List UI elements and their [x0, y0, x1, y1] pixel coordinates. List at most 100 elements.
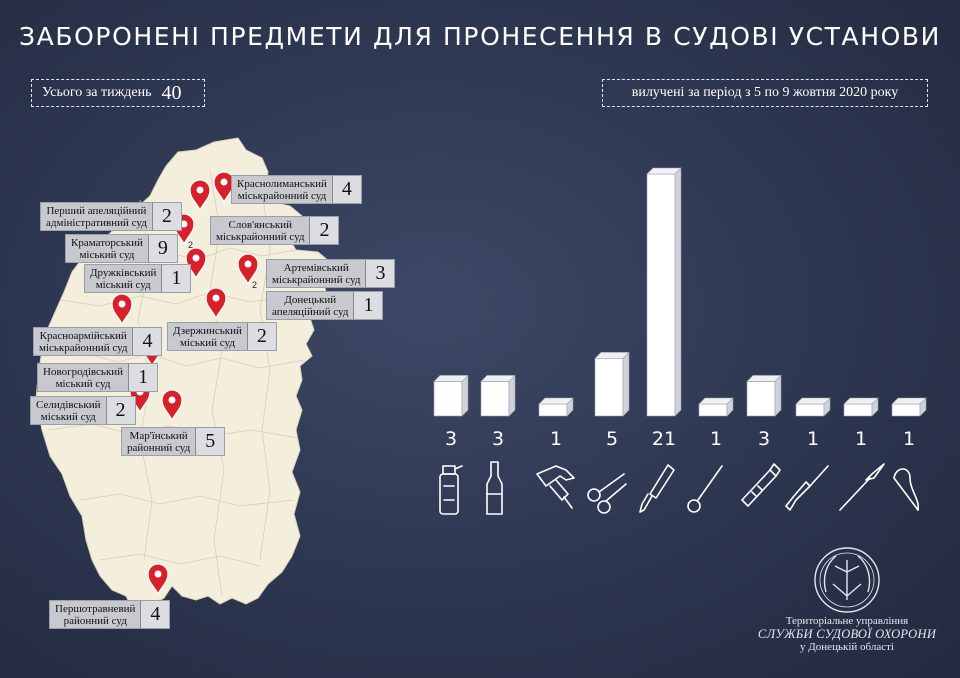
court-name-line2: міський суд [40, 410, 96, 423]
map-pin-icon [161, 389, 183, 422]
hammer-icon [536, 465, 575, 509]
utility-knife-icon [741, 463, 781, 507]
bar [843, 397, 879, 417]
court-label: Краснолиманський міськрайонний суд 4 [231, 175, 362, 204]
map-pin-icon [205, 287, 227, 320]
hook-needle-icon [893, 468, 920, 511]
court-count: 2 [105, 397, 135, 424]
bar [795, 397, 831, 417]
bar-value-label: 1 [709, 428, 723, 450]
court-name: Краматорський міський суд [66, 235, 148, 262]
scalpel-icon [839, 463, 885, 511]
total-value: 40 [161, 81, 182, 104]
court-name: Мар'їнський районний суд [122, 428, 196, 455]
knife-icon [639, 464, 675, 513]
court-name-line1: Донецький [284, 293, 337, 306]
court-name: Новогродівський міський суд [38, 364, 129, 391]
map-pin-icon: 2 [237, 253, 259, 290]
page-title: ЗАБОРОНЕНІ ПРЕДМЕТИ ДЛЯ ПРОНЕСЕННЯ В СУД… [19, 22, 941, 51]
period-box: вилучені за період з 5 по 9 жовтня 2020 … [602, 79, 928, 107]
court-name-line1: Дзержинський [173, 324, 242, 337]
court-count: 1 [353, 292, 383, 319]
awl-icon [687, 465, 723, 513]
court-name-line2: міськрайонний суд [272, 273, 361, 286]
total-box: Усього за тиждень 40 [31, 79, 205, 107]
bar-value-label: 21 [651, 428, 677, 450]
court-count: 2 [309, 217, 339, 244]
court-count: 4 [331, 176, 361, 203]
court-name-line1: Слов'янський [228, 218, 292, 231]
court-name-line1: Дружківський [90, 266, 157, 279]
court-count: 2 [151, 203, 181, 230]
court-label: Красноармійський міськрайонний суд 4 [33, 327, 163, 356]
court-name-line1: Мар'їнський [129, 429, 188, 442]
court-name-line2: міськрайонний суд [216, 230, 305, 243]
court-count: 9 [147, 235, 177, 262]
court-count: 4 [140, 601, 170, 628]
court-name: Дзержинський міський суд [168, 323, 247, 350]
court-label: Мар'їнський районний суд 5 [121, 427, 226, 456]
bar [594, 351, 630, 417]
court-count: 2 [246, 323, 276, 350]
bar-value-label: 3 [757, 428, 771, 450]
bar-value-label: 3 [444, 428, 458, 450]
glass-bottle-icon [486, 461, 503, 515]
court-name-line2: міськрайонний суд [39, 341, 128, 354]
court-name-line1: Артемівський [283, 261, 349, 274]
court-count: 5 [195, 428, 225, 455]
spray-bottle-icon [439, 465, 463, 515]
district-line [59, 291, 297, 307]
emblem-line3: у Донецькій області [800, 641, 894, 653]
court-name-line2: районний суд [127, 441, 191, 454]
district-line [99, 553, 261, 567]
court-name: Красноармійський міськрайонний суд [34, 328, 133, 355]
bar [480, 374, 516, 417]
court-name-line2: міський суд [79, 248, 135, 261]
emblem-icon [814, 547, 880, 613]
court-name-line1: Красноармійський [39, 329, 127, 342]
court-count: 1 [128, 364, 158, 391]
court-name-line1: Краматорський [71, 236, 143, 249]
bar [538, 397, 574, 417]
court-count: 1 [161, 265, 191, 292]
court-name: Перший апеляційний адміністративний суд [41, 203, 152, 230]
bar-value-label: 3 [491, 428, 505, 450]
emblem-line2: СЛУЖБИ СУДОВОЇ ОХОРОНИ [757, 627, 937, 641]
period-text: вилучені за період з 5 по 9 жовтня 2020 … [631, 85, 899, 100]
court-label: Дружківський міський суд 1 [84, 264, 192, 293]
court-label: Першотравневий районний суд 4 [49, 600, 171, 629]
bar [746, 374, 782, 417]
bar-value-label: 1 [549, 428, 563, 450]
court-label: Селидівський міський суд 2 [30, 396, 136, 425]
court-name-line2: районний суд [63, 614, 127, 627]
map-pin-icon [147, 563, 169, 596]
bar-value-label: 1 [902, 428, 916, 450]
court-label: Донецький апеляційний суд 1 [266, 291, 384, 320]
district-line [79, 493, 295, 507]
court-name-line2: адміністративний суд [46, 216, 147, 229]
court-name-line2: міський суд [179, 336, 235, 349]
scissors-icon [587, 473, 627, 514]
emblem-line1: Територіальне управління [785, 615, 909, 627]
court-name: Першотравневий районний суд [50, 601, 141, 628]
pin-count: 2 [252, 280, 257, 290]
court-name-line1: Новогродівський [43, 365, 124, 378]
court-name: Артемівський міськрайонний суд [267, 260, 366, 287]
court-count: 4 [132, 328, 162, 355]
court-label: Дзержинський міський суд 2 [167, 322, 277, 351]
court-count: 3 [365, 260, 395, 287]
court-label: Слов'янський міськрайонний суд 2 [210, 216, 340, 245]
court-name: Краснолиманський міськрайонний суд [232, 176, 332, 203]
bar [891, 397, 927, 417]
court-name-line2: міський суд [55, 377, 111, 390]
court-name-line2: апеляційний суд [272, 305, 349, 318]
court-name-line1: Першотравневий [55, 602, 136, 615]
bar-value-label: 1 [806, 428, 820, 450]
map-pin-icon [111, 293, 133, 326]
court-name-line2: міськрайонний суд [237, 189, 327, 202]
court-name: Донецький апеляційний суд [267, 292, 354, 319]
pin-count: 2 [188, 240, 193, 250]
total-label: Усього за тиждень [42, 85, 152, 100]
court-label: Краматорський міський суд 9 [65, 234, 178, 263]
